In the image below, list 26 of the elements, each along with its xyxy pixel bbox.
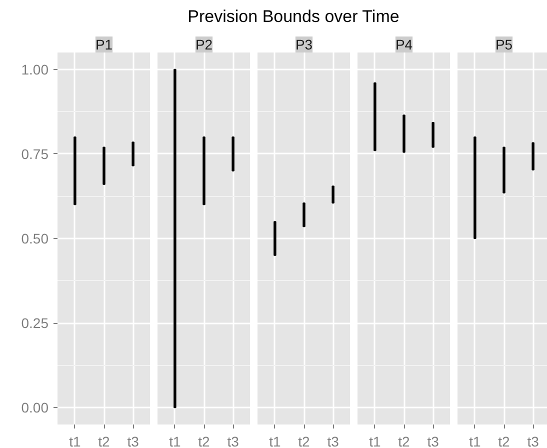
x-tick-label: t2 [298,434,310,448]
x-tick-label: t2 [398,434,410,448]
chart-title: Prevision Bounds over Time [188,6,400,28]
chart-subtitle: P2 [195,36,213,52]
x-tick-label: t1 [369,434,381,448]
x-tick-label: t3 [427,434,440,448]
chart-subtitle: P3 [295,36,313,52]
x-tick-label: t1 [269,434,281,448]
y-tick-label: 0.75 [21,146,49,162]
x-tick-label: t2 [198,434,210,448]
x-tick-label: t2 [98,434,110,448]
chart-subtitle: P4 [395,36,413,52]
x-tick-label: t1 [69,434,81,448]
chart-subtitle: P1 [95,36,113,52]
x-tick-label: t3 [227,434,240,448]
chart-subtitle: P5 [495,36,513,52]
x-tick-label: t3 [127,434,140,448]
y-tick-label: 1.00 [21,61,49,78]
y-tick-label: 0.50 [21,230,49,246]
y-tick-label: 0.25 [21,315,49,332]
x-tick-label: t3 [527,434,540,448]
y-tick-label: 0.00 [21,400,49,416]
x-tick-label: t1 [169,434,181,448]
x-tick-label: t1 [469,434,481,448]
x-tick-label: t2 [498,434,510,448]
x-tick-label: t3 [327,434,340,448]
